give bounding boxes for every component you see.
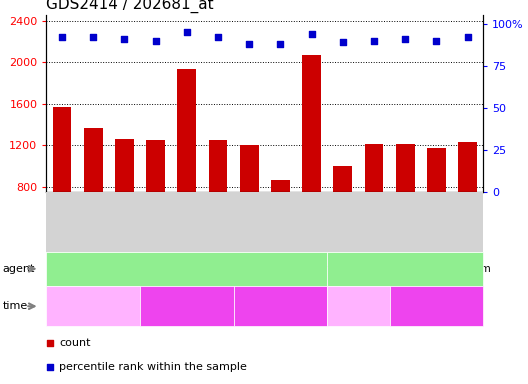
Text: GSM136126: GSM136126 [58, 195, 67, 250]
Text: 3 h: 3 h [349, 300, 367, 313]
Text: GSM136134: GSM136134 [307, 195, 316, 250]
Bar [333, 166, 352, 270]
Point [463, 34, 472, 40]
Bar [209, 139, 228, 270]
Point [307, 31, 316, 37]
Point [89, 34, 98, 40]
Text: GSM136131: GSM136131 [213, 195, 222, 250]
Text: GSM136130: GSM136130 [182, 195, 191, 250]
Text: count: count [59, 338, 91, 348]
Text: GSM136128: GSM136128 [120, 195, 129, 250]
Point [46, 364, 54, 370]
Point [401, 36, 409, 42]
Text: percentile rank within the sample: percentile rank within the sample [59, 362, 247, 372]
Point [276, 41, 285, 47]
Text: 12 h: 12 h [423, 300, 449, 313]
Point [214, 34, 222, 40]
Bar [302, 55, 321, 270]
Text: GSM136132: GSM136132 [244, 195, 253, 250]
Bar [84, 127, 102, 270]
Text: GSM136133: GSM136133 [276, 195, 285, 250]
Bar [240, 145, 259, 270]
Bar [427, 148, 446, 270]
Point [58, 34, 67, 40]
Text: GDS2414 / 202681_at: GDS2414 / 202681_at [46, 0, 214, 13]
Point [183, 29, 191, 35]
Text: 0 h: 0 h [84, 300, 102, 313]
Point [370, 38, 378, 44]
Text: time: time [3, 301, 28, 311]
Point [432, 38, 440, 44]
Text: agent: agent [3, 264, 35, 274]
Text: 12 h: 12 h [267, 300, 294, 313]
Bar [365, 144, 383, 270]
Text: GSM136127: GSM136127 [89, 195, 98, 250]
Point [152, 38, 160, 44]
Point [338, 39, 347, 45]
Text: GSM136137: GSM136137 [401, 195, 410, 250]
Bar [396, 144, 414, 270]
Point [46, 339, 54, 346]
Bar [177, 70, 196, 270]
Bar [271, 180, 290, 270]
Text: GSM136136: GSM136136 [370, 195, 379, 250]
Text: trophoblast conditioned medium: trophoblast conditioned medium [320, 264, 491, 274]
Bar [53, 107, 71, 270]
Point [245, 41, 253, 47]
Text: GSM136138: GSM136138 [432, 195, 441, 250]
Text: GSM136135: GSM136135 [338, 195, 347, 250]
Text: 3 h: 3 h [177, 300, 196, 313]
Bar [458, 142, 477, 270]
Text: GSM136139: GSM136139 [463, 195, 472, 250]
Bar [146, 140, 165, 270]
Text: control: control [168, 264, 205, 274]
Text: GSM136129: GSM136129 [151, 195, 160, 250]
Point [120, 36, 129, 42]
Bar [115, 139, 134, 270]
